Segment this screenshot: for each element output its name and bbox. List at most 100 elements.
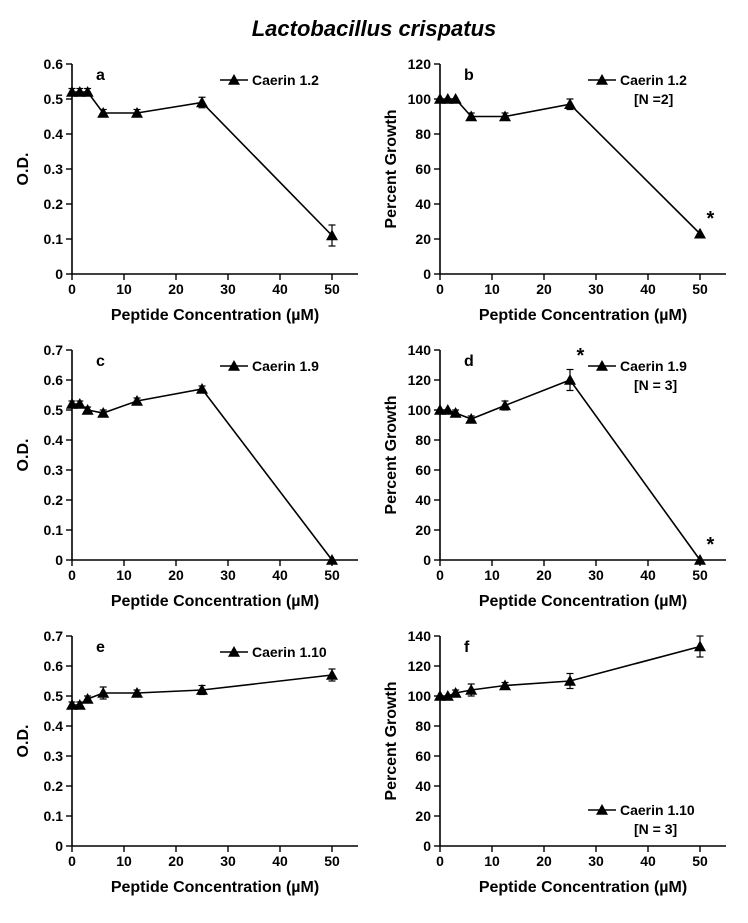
svg-text:*: * xyxy=(707,534,715,556)
chart-d: 01020304050020406080100120140Peptide Con… xyxy=(378,336,738,616)
chart-b: 01020304050020406080100120Peptide Concen… xyxy=(378,50,738,330)
svg-text:50: 50 xyxy=(692,567,708,583)
svg-text:40: 40 xyxy=(640,281,656,297)
svg-text:0: 0 xyxy=(436,567,444,583)
svg-text:20: 20 xyxy=(168,281,184,297)
svg-text:0: 0 xyxy=(423,838,431,854)
svg-text:0.1: 0.1 xyxy=(44,522,64,538)
svg-text:120: 120 xyxy=(408,372,432,388)
panel-a: 0102030405000.10.20.30.40.50.6Peptide Co… xyxy=(10,50,370,330)
svg-text:[N = 3]: [N = 3] xyxy=(634,821,677,837)
svg-text:Caerin 1.9: Caerin 1.9 xyxy=(252,358,319,374)
svg-text:100: 100 xyxy=(408,91,432,107)
svg-text:40: 40 xyxy=(415,196,431,212)
svg-text:0.3: 0.3 xyxy=(44,161,64,177)
svg-text:[N =2]: [N =2] xyxy=(634,91,673,107)
svg-text:Peptide Concentration (µM): Peptide Concentration (µM) xyxy=(479,307,687,324)
svg-text:60: 60 xyxy=(415,161,431,177)
svg-text:0: 0 xyxy=(68,281,76,297)
chart-c: 0 10 20 30 40 50 0 0.1 0.2 0.3 0.4 0.5 0.6 0.7 Peptide… xyxy=(10,336,370,616)
svg-text:100: 100 xyxy=(408,402,432,418)
svg-text:0.2: 0.2 xyxy=(44,778,64,794)
svg-text:b: b xyxy=(464,67,474,84)
svg-text:0: 0 xyxy=(55,838,63,854)
svg-text:c: c xyxy=(96,353,105,370)
svg-text:120: 120 xyxy=(408,56,432,72)
svg-text:0: 0 xyxy=(423,266,431,282)
svg-text:d: d xyxy=(464,353,474,370)
svg-text:20: 20 xyxy=(168,567,184,583)
svg-text:10: 10 xyxy=(116,567,132,583)
panel-d: 01020304050020406080100120140Peptide Con… xyxy=(378,336,738,616)
svg-text:0: 0 xyxy=(55,552,63,568)
svg-text:0.6: 0.6 xyxy=(44,658,64,674)
svg-text:O.D.: O.D. xyxy=(15,439,32,472)
svg-text:0.5: 0.5 xyxy=(44,91,64,107)
svg-text:0: 0 xyxy=(423,552,431,568)
svg-text:20: 20 xyxy=(536,853,552,869)
panel-e: 0102030405000.10.20.30.40.50.60.7Peptide… xyxy=(10,622,370,902)
svg-text:0.2: 0.2 xyxy=(44,492,64,508)
svg-text:40: 40 xyxy=(415,492,431,508)
svg-text:80: 80 xyxy=(415,432,431,448)
svg-text:0: 0 xyxy=(436,281,444,297)
svg-text:30: 30 xyxy=(220,567,236,583)
svg-text:20: 20 xyxy=(415,808,431,824)
svg-text:0.3: 0.3 xyxy=(44,462,64,478)
svg-text:*: * xyxy=(577,345,585,367)
svg-text:80: 80 xyxy=(415,718,431,734)
svg-text:Peptide Concentration (µM): Peptide Concentration (µM) xyxy=(111,593,319,610)
svg-text:e: e xyxy=(96,639,105,656)
svg-text:140: 140 xyxy=(408,628,432,644)
svg-text:10: 10 xyxy=(484,853,500,869)
svg-text:10: 10 xyxy=(484,281,500,297)
chart-e: 0102030405000.10.20.30.40.50.60.7Peptide… xyxy=(10,622,370,902)
svg-text:30: 30 xyxy=(588,281,604,297)
svg-text:30: 30 xyxy=(588,567,604,583)
svg-text:Percent Growth: Percent Growth xyxy=(383,681,400,800)
svg-text:40: 40 xyxy=(640,567,656,583)
svg-text:Percent Growth: Percent Growth xyxy=(383,109,400,228)
svg-text:20: 20 xyxy=(415,522,431,538)
panel-c: 0 10 20 30 40 50 0 0.1 0.2 0.3 0.4 0.5 0.6 0.7 Peptide… xyxy=(10,336,370,616)
panel-f: 01020304050020406080100120140Peptide Con… xyxy=(378,622,738,902)
svg-text:0.1: 0.1 xyxy=(44,231,64,247)
svg-text:[N = 3]: [N = 3] xyxy=(634,377,677,393)
svg-text:50: 50 xyxy=(692,853,708,869)
svg-text:10: 10 xyxy=(116,853,132,869)
svg-text:0.4: 0.4 xyxy=(44,126,64,142)
svg-text:40: 40 xyxy=(272,853,288,869)
svg-text:0.7: 0.7 xyxy=(44,342,64,358)
svg-text:20: 20 xyxy=(536,281,552,297)
svg-text:O.D.: O.D. xyxy=(15,153,32,186)
svg-text:Caerin 1.2: Caerin 1.2 xyxy=(252,72,319,88)
svg-text:Peptide Concentration (µM): Peptide Concentration (µM) xyxy=(479,879,687,896)
svg-text:20: 20 xyxy=(168,853,184,869)
svg-text:a: a xyxy=(96,67,105,84)
chart-a: 0102030405000.10.20.30.40.50.6Peptide Co… xyxy=(10,50,370,330)
svg-text:80: 80 xyxy=(415,126,431,142)
svg-text:0.3: 0.3 xyxy=(44,748,64,764)
svg-text:Peptide Concentration (µM): Peptide Concentration (µM) xyxy=(111,307,319,324)
svg-text:0.5: 0.5 xyxy=(44,688,64,704)
chart-grid: 0 10 20 30 40 50 0 0.1 0.2 0.3 0.4 0.5 0.6 Peptide Co… xyxy=(10,50,738,902)
svg-text:40: 40 xyxy=(272,567,288,583)
svg-text:60: 60 xyxy=(415,462,431,478)
svg-text:40: 40 xyxy=(272,281,288,297)
svg-text:140: 140 xyxy=(408,342,432,358)
svg-text:0.7: 0.7 xyxy=(44,628,64,644)
svg-text:60: 60 xyxy=(415,748,431,764)
svg-text:30: 30 xyxy=(220,853,236,869)
svg-text:Peptide Concentration (µM): Peptide Concentration (µM) xyxy=(111,879,319,896)
figure-title: Lactobacillus crispatus xyxy=(10,16,738,42)
svg-text:Caerin 1.2: Caerin 1.2 xyxy=(620,72,687,88)
svg-text:0: 0 xyxy=(68,567,76,583)
svg-text:0.4: 0.4 xyxy=(44,432,64,448)
svg-text:50: 50 xyxy=(692,281,708,297)
svg-text:0.6: 0.6 xyxy=(44,372,64,388)
svg-text:50: 50 xyxy=(324,567,340,583)
svg-text:100: 100 xyxy=(408,688,432,704)
svg-text:0.2: 0.2 xyxy=(44,196,64,212)
svg-text:0.6: 0.6 xyxy=(44,56,64,72)
svg-text:0.5: 0.5 xyxy=(44,402,64,418)
